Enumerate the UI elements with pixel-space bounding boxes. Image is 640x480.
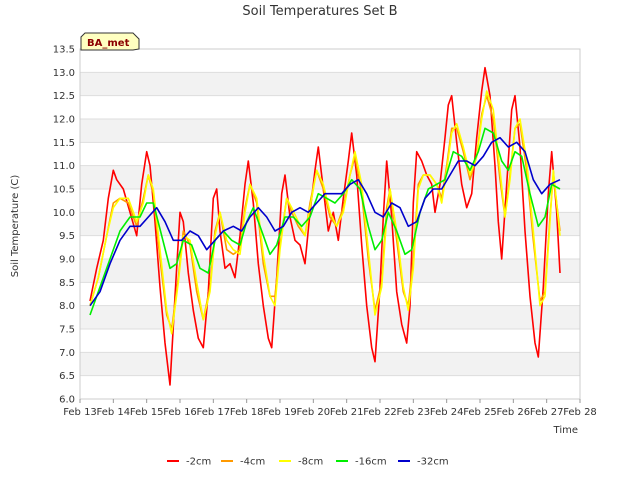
badge-box	[80, 32, 140, 51]
series-line-8cmcm	[89, 90, 561, 335]
y-axis-label: Soil Temperature (C)	[10, 175, 21, 278]
grid-band	[80, 119, 580, 143]
legend-label: -2cm	[186, 457, 211, 468]
grid-band	[80, 352, 580, 376]
grid-band	[80, 72, 580, 96]
y-tick-label: 11.0	[53, 161, 75, 172]
x-tick-label: Feb 27	[530, 407, 564, 418]
grid-band	[80, 165, 580, 189]
y-axis-ticks: 6.0 6.5 7.0 7.5 8.0 8.5 9.0 9.5 10.0 10.5 11.0 11.5…	[53, 45, 75, 406]
x-tick-label: Feb 22	[363, 407, 397, 418]
y-tick-label: 7.0	[59, 348, 75, 359]
x-tick-label: Feb 26	[497, 407, 531, 418]
y-tick-label: 11.5	[53, 138, 75, 149]
y-tick-label: 10.0	[53, 208, 75, 219]
legend-label: -16cm	[355, 457, 387, 468]
x-tick-label: Feb 13	[63, 407, 97, 418]
x-axis-label: Time	[553, 425, 578, 436]
legend-label: -8cm	[298, 457, 323, 468]
chart-title: Soil Temperatures Set B	[242, 4, 397, 19]
grid-band	[80, 305, 580, 329]
y-tick-label: 10.5	[53, 185, 75, 196]
y-tick-label: 7.5	[59, 325, 75, 336]
y-tick-label: 12.5	[53, 91, 75, 102]
series-line-16cmcm	[89, 127, 561, 316]
y-tick-label: 8.5	[59, 278, 75, 289]
x-tick-label: Feb 17	[197, 407, 231, 418]
legend: -2cm -4cm -8cm -16cm -32cm	[167, 457, 449, 468]
x-tick-label: Feb 15	[130, 407, 164, 418]
series-lines	[89, 66, 561, 386]
station-badge: BA_met	[80, 32, 140, 51]
badge-label: BA_met	[87, 38, 130, 49]
x-tick-label: Feb 14	[97, 407, 131, 418]
x-tick-label: Feb 23	[397, 407, 431, 418]
grid-band	[80, 259, 580, 283]
y-tick-label: 13.5	[53, 45, 75, 56]
y-tick-label: 6.5	[59, 371, 75, 382]
x-tick-label: Feb 18	[230, 407, 264, 418]
x-tick-label: Feb 21	[330, 407, 364, 418]
x-tick-label: Feb 24	[430, 407, 464, 418]
y-tick-label: 9.5	[59, 231, 75, 242]
x-tick-label: Feb 28	[563, 407, 597, 418]
legend-label: -32cm	[417, 457, 449, 468]
x-axis-ticks: Feb 13 Feb 14 Feb 15 Feb 16 Feb 17 Feb 18 Feb …	[63, 399, 597, 418]
x-tick-label: Feb 20	[297, 407, 331, 418]
x-tick-label: Feb 16	[163, 407, 197, 418]
y-tick-label: 6.0	[59, 395, 75, 406]
series-line-32cmcm	[89, 136, 561, 307]
legend-label: -4cm	[240, 457, 265, 468]
y-tick-label: 12.0	[53, 115, 75, 126]
y-tick-label: 8.0	[59, 301, 75, 312]
x-tick-label: Feb 19	[263, 407, 297, 418]
x-tick-label: Feb 25	[463, 407, 497, 418]
y-tick-label: 13.0	[53, 68, 75, 79]
y-tick-label: 9.0	[59, 255, 75, 266]
plot-frame	[79, 48, 581, 400]
